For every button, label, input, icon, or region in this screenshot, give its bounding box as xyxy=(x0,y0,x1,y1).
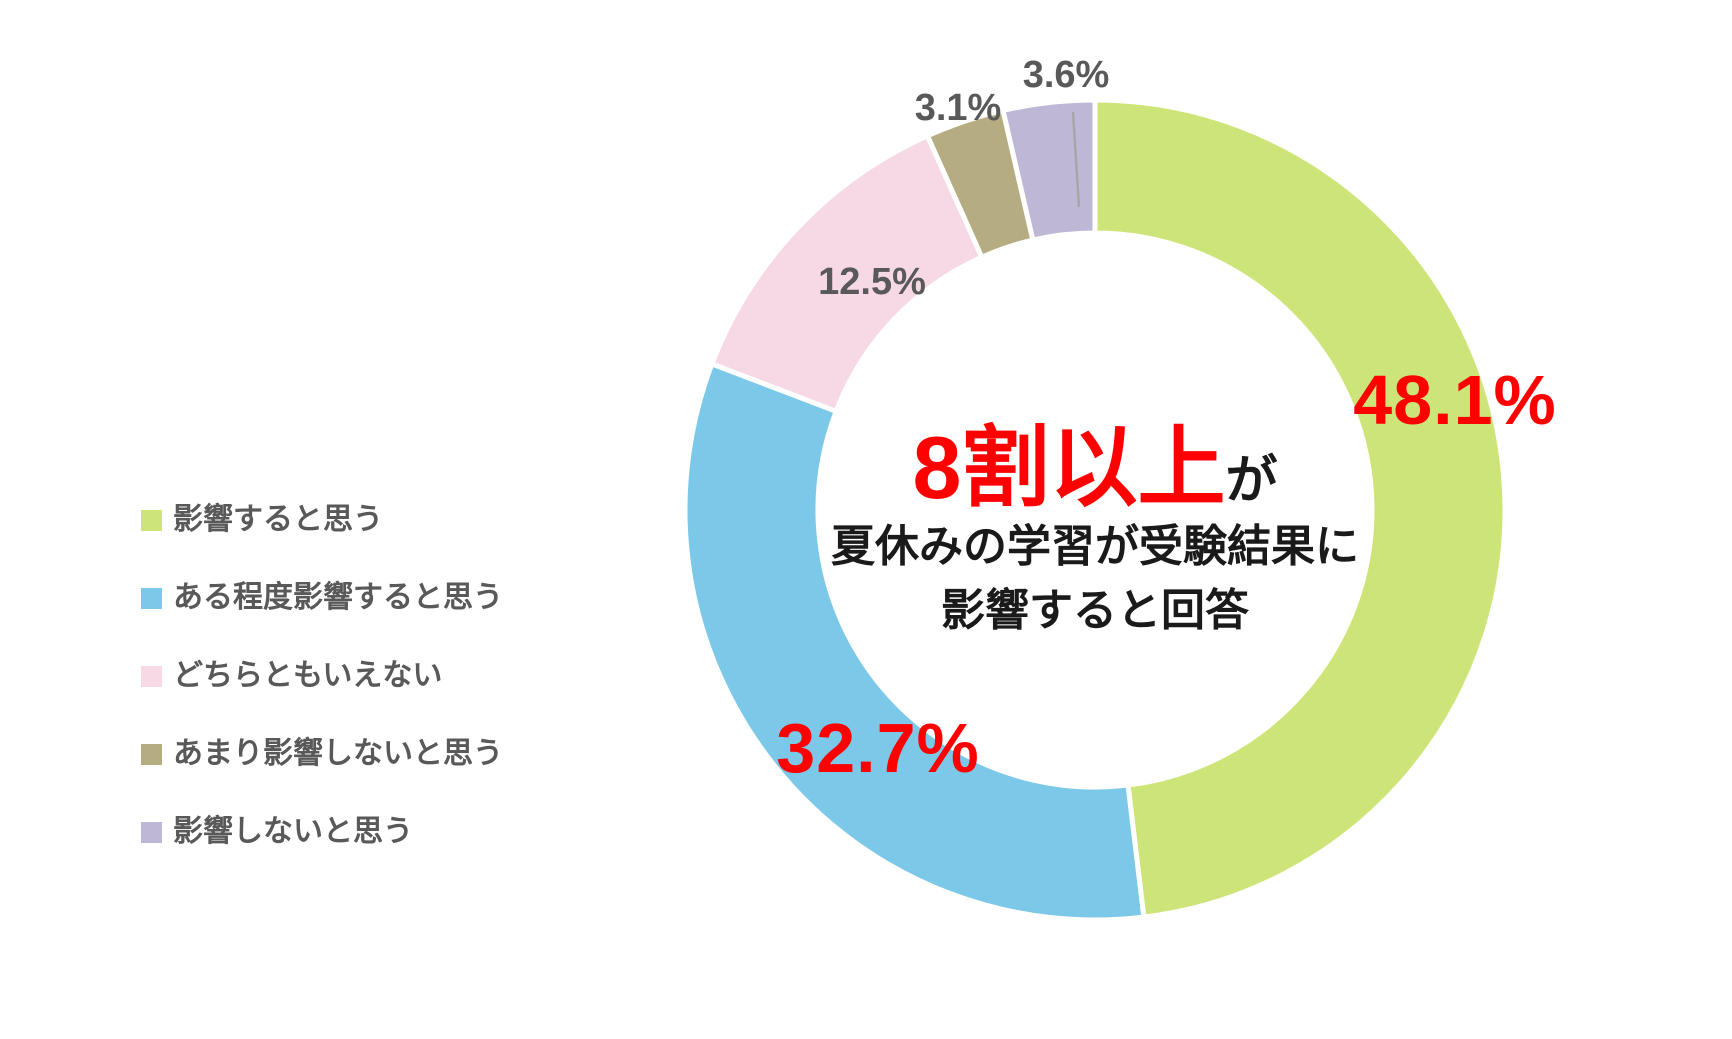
legend-label-4: あまり影響しないと思う xyxy=(173,737,503,770)
center-line-3: 影響すると回答 xyxy=(941,586,1249,635)
legend-item-2: ある程度影響すると思う xyxy=(141,583,503,613)
slice-label-12-5: 12.5% xyxy=(818,261,926,303)
legend-swatch-blue xyxy=(141,587,162,609)
slice-label-48-1: 48.1% xyxy=(1353,361,1557,439)
slice-label-3-6: 3.6% xyxy=(1022,54,1110,96)
label-leader-line-3-6 xyxy=(1071,111,1081,208)
legend-label-5: 影響しないと思う xyxy=(173,815,413,848)
donut-slice-2 xyxy=(682,360,1147,923)
slice-label-3-1: 3.1% xyxy=(914,87,1002,129)
center-headline-row: 8割以上が xyxy=(831,423,1359,512)
legend-swatch-lavender xyxy=(141,821,162,843)
center-line-2: 夏休みの学習が受験結果に xyxy=(831,521,1359,571)
legend-item-5: 影響しないと思う xyxy=(141,817,503,847)
legend-label-2: ある程度影響すると思う xyxy=(173,581,503,614)
legend-swatch-pink xyxy=(141,665,162,687)
donut-slices xyxy=(682,97,1508,923)
legend-item-3: どちらともいえない xyxy=(141,661,503,691)
legend-item-1: 影響すると思う xyxy=(141,505,503,535)
donut-slice-5 xyxy=(1000,97,1098,244)
legend-swatch-khaki xyxy=(141,743,162,765)
legend-swatch-green xyxy=(141,509,162,531)
center-headline-suffix: が xyxy=(1225,451,1278,510)
slice-label-32-7: 32.7% xyxy=(776,709,980,787)
center-headline: 8割以上 xyxy=(912,417,1226,517)
legend-item-4: あまり影響しないと思う xyxy=(141,739,503,769)
donut-center-text: 8割以上が 夏休みの学習が受験結果に 影響すると回答 xyxy=(831,423,1359,640)
donut-slice-1 xyxy=(1092,97,1508,920)
chart-legend: 影響すると思う ある程度影響すると思う どちらともいえない あまり影響しないと思… xyxy=(141,505,503,847)
legend-label-3: どちらともいえない xyxy=(173,659,443,692)
legend-label-1: 影響すると思う xyxy=(173,503,383,536)
